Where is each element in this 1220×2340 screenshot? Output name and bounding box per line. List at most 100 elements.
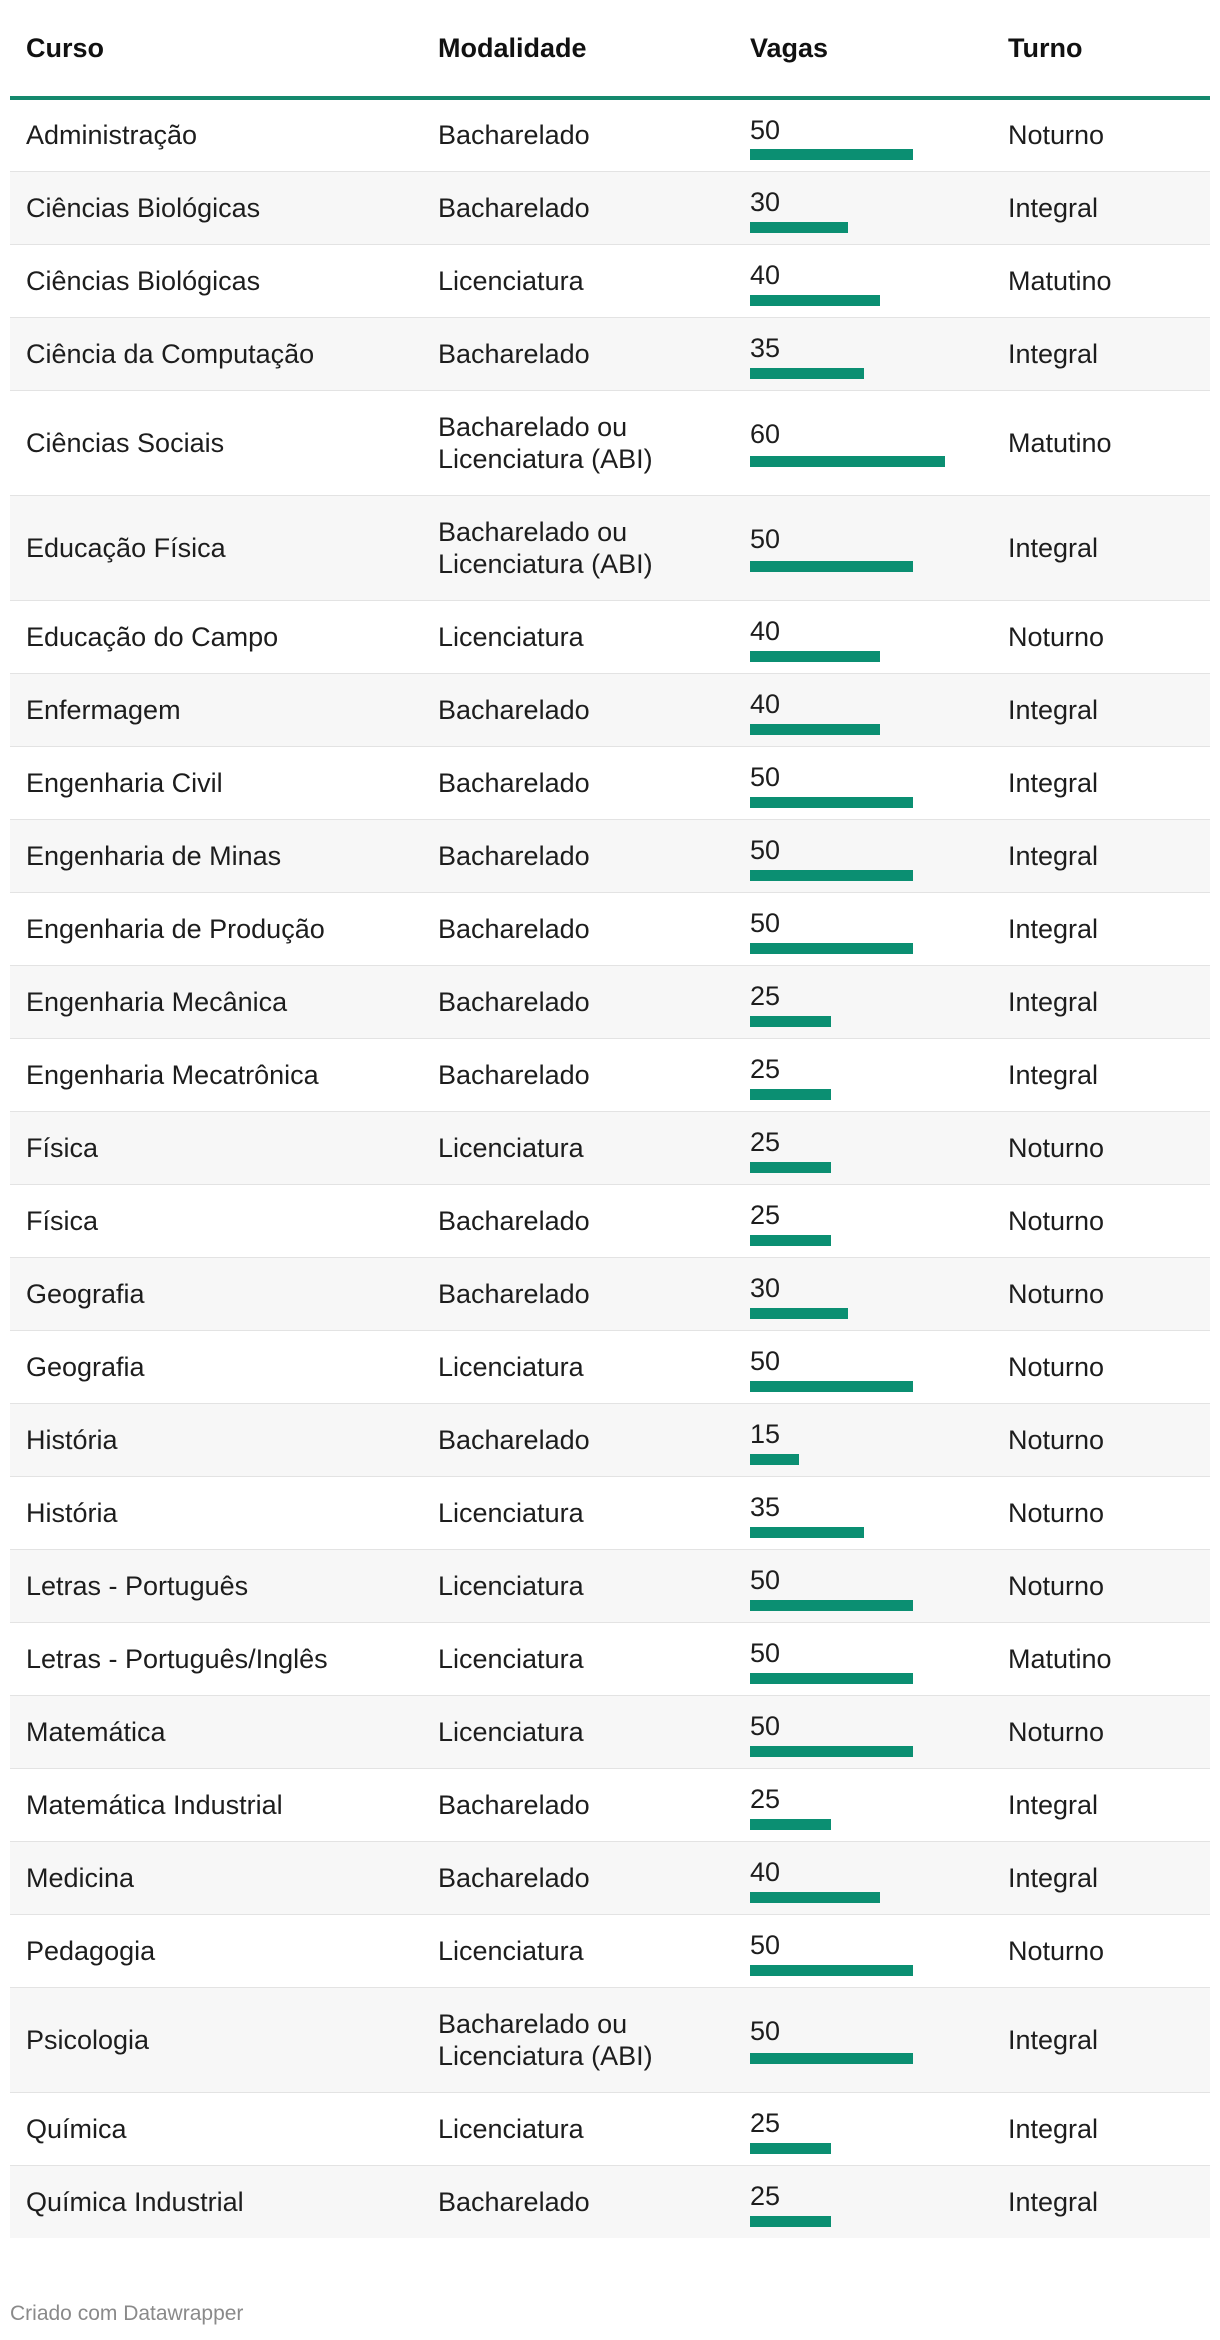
cell-modalidade: Licenciatura xyxy=(422,1111,734,1185)
header-row: Curso Modalidade Vagas Turno xyxy=(10,0,1210,100)
table-body: Administração Bacharelado 50 Noturno Ciência… xyxy=(10,98,1210,2238)
vagas-value: 50 xyxy=(750,1345,781,1376)
header-curso[interactable]: Curso xyxy=(10,0,422,100)
vagas-bar xyxy=(750,1891,880,1903)
cell-curso: Matemática xyxy=(10,1695,422,1769)
cell-vagas: 40 xyxy=(734,600,992,674)
cell-vagas: 25 xyxy=(734,2092,992,2166)
cell-curso: Engenharia Mecatrônica xyxy=(10,1038,422,1112)
datawrapper-credit[interactable]: Criado com Datawrapper xyxy=(10,2302,244,2325)
cell-turno: Noturno xyxy=(992,1184,1210,1258)
vagas-bar xyxy=(750,2052,913,2064)
cell-turno: Noturno xyxy=(992,1330,1210,1404)
cell-vagas: 40 xyxy=(734,244,992,318)
cell-vagas: 50 xyxy=(734,1622,992,1696)
vagas-value: 25 xyxy=(750,1053,781,1084)
table-row: Engenharia Civil Bacharelado 50 Integral xyxy=(10,746,1210,820)
cell-turno: Noturno xyxy=(992,1403,1210,1477)
cell-vagas: 35 xyxy=(734,1476,992,1550)
vagas-value: 25 xyxy=(750,1126,781,1157)
cell-turno: Integral xyxy=(992,317,1210,391)
cell-modalidade: Bacharelado xyxy=(422,1768,734,1842)
cell-turno: Integral xyxy=(992,495,1210,601)
table-row: Química Industrial Bacharelado 25 Integral xyxy=(10,2165,1210,2238)
table-row: Geografia Bacharelado 30 Noturno xyxy=(10,1257,1210,1331)
cell-modalidade: Bacharelado xyxy=(422,673,734,747)
cell-modalidade: Licenciatura xyxy=(422,1914,734,1988)
table-row: Engenharia Mecatrônica Bacharelado 25 Integ… xyxy=(10,1038,1210,1112)
cell-modalidade: Licenciatura xyxy=(422,2092,734,2166)
table-row: Medicina Bacharelado 40 Integral xyxy=(10,1841,1210,1915)
cell-curso: Química xyxy=(10,2092,422,2166)
cell-curso: Ciências Biológicas xyxy=(10,244,422,318)
cell-turno: Integral xyxy=(992,2165,1210,2238)
vagas-value: 50 xyxy=(750,1564,781,1595)
header-modalidade[interactable]: Modalidade xyxy=(422,0,734,100)
vagas-bar xyxy=(750,2216,831,2227)
vagas-bar xyxy=(750,869,913,881)
cell-curso: Psicologia xyxy=(10,1987,422,2093)
cell-modalidade: Bacharelado xyxy=(422,746,734,820)
cell-curso: Educação do Campo xyxy=(10,600,422,674)
cell-turno: Integral xyxy=(992,1841,1210,1915)
table-row: Letras - Português Licenciatura 50 Noturno xyxy=(10,1549,1210,1623)
cell-turno: Matutino xyxy=(992,244,1210,318)
table-row: Pedagogia Licenciatura 50 Noturno xyxy=(10,1914,1210,1988)
table-row: Letras - Português/Inglês Licenciatura 50 M… xyxy=(10,1622,1210,1696)
cell-curso: Administração xyxy=(10,98,422,172)
vagas-bar xyxy=(750,942,913,954)
cell-curso: Letras - Português xyxy=(10,1549,422,1623)
cell-curso: Física xyxy=(10,1111,422,1185)
vagas-bar xyxy=(750,2142,831,2154)
cell-turno: Noturno xyxy=(992,1695,1210,1769)
cell-vagas: 50 xyxy=(734,1914,992,1988)
vagas-bar xyxy=(750,1015,831,1027)
vagas-value: 50 xyxy=(750,1929,781,1960)
cell-vagas: 50 xyxy=(734,892,992,966)
table-row: Ciência da Computação Bacharelado 35 Integr… xyxy=(10,317,1210,391)
cell-modalidade: Bacharelado xyxy=(422,965,734,1039)
cell-turno: Integral xyxy=(992,2092,1210,2166)
header-turno[interactable]: Turno xyxy=(992,0,1210,100)
cell-modalidade: Licenciatura xyxy=(422,1330,734,1404)
vagas-value: 50 xyxy=(750,907,781,938)
vagas-bar xyxy=(750,1818,831,1830)
vagas-value: 50 xyxy=(750,115,781,145)
cell-turno: Integral xyxy=(992,819,1210,893)
cell-vagas: 35 xyxy=(734,317,992,391)
cell-turno: Integral xyxy=(992,673,1210,747)
cell-vagas: 30 xyxy=(734,1257,992,1331)
cell-curso: Educação Física xyxy=(10,495,422,601)
cell-curso: Geografia xyxy=(10,1330,422,1404)
table-row: Ciências Biológicas Licenciatura 40 Matutin… xyxy=(10,244,1210,318)
cell-turno: Integral xyxy=(992,171,1210,245)
cell-vagas: 50 xyxy=(734,746,992,820)
vagas-bar xyxy=(750,796,913,808)
courses-table: Curso Modalidade Vagas Turno Administraç… xyxy=(10,0,1210,2238)
table-row: Engenharia de Minas Bacharelado 50 Integral xyxy=(10,819,1210,893)
vagas-value: 40 xyxy=(750,688,781,719)
vagas-value: 50 xyxy=(750,1710,781,1741)
vagas-value: 25 xyxy=(750,1783,781,1814)
vagas-value: 30 xyxy=(750,1272,781,1303)
vagas-value: 50 xyxy=(750,1637,781,1668)
cell-turno: Noturno xyxy=(992,1257,1210,1331)
cell-curso: Ciências Biológicas xyxy=(10,171,422,245)
vagas-value: 50 xyxy=(750,761,781,792)
cell-turno: Integral xyxy=(992,892,1210,966)
header-vagas[interactable]: Vagas xyxy=(734,0,992,100)
cell-turno: Integral xyxy=(992,1038,1210,1112)
cell-modalidade: Bacharelado xyxy=(422,1184,734,1258)
vagas-value: 25 xyxy=(750,980,781,1011)
cell-modalidade: Bacharelado xyxy=(422,317,734,391)
vagas-bar xyxy=(750,221,848,233)
cell-turno: Noturno xyxy=(992,1914,1210,1988)
vagas-value: 25 xyxy=(750,2180,781,2211)
table-header: Curso Modalidade Vagas Turno xyxy=(10,0,1210,100)
vagas-bar xyxy=(750,1526,864,1538)
vagas-bar xyxy=(750,1380,913,1392)
cell-vagas: 50 xyxy=(734,1549,992,1623)
table-row: Administração Bacharelado 50 Noturno xyxy=(10,98,1210,172)
cell-vagas: 50 xyxy=(734,98,992,172)
cell-turno: Integral xyxy=(992,1768,1210,1842)
